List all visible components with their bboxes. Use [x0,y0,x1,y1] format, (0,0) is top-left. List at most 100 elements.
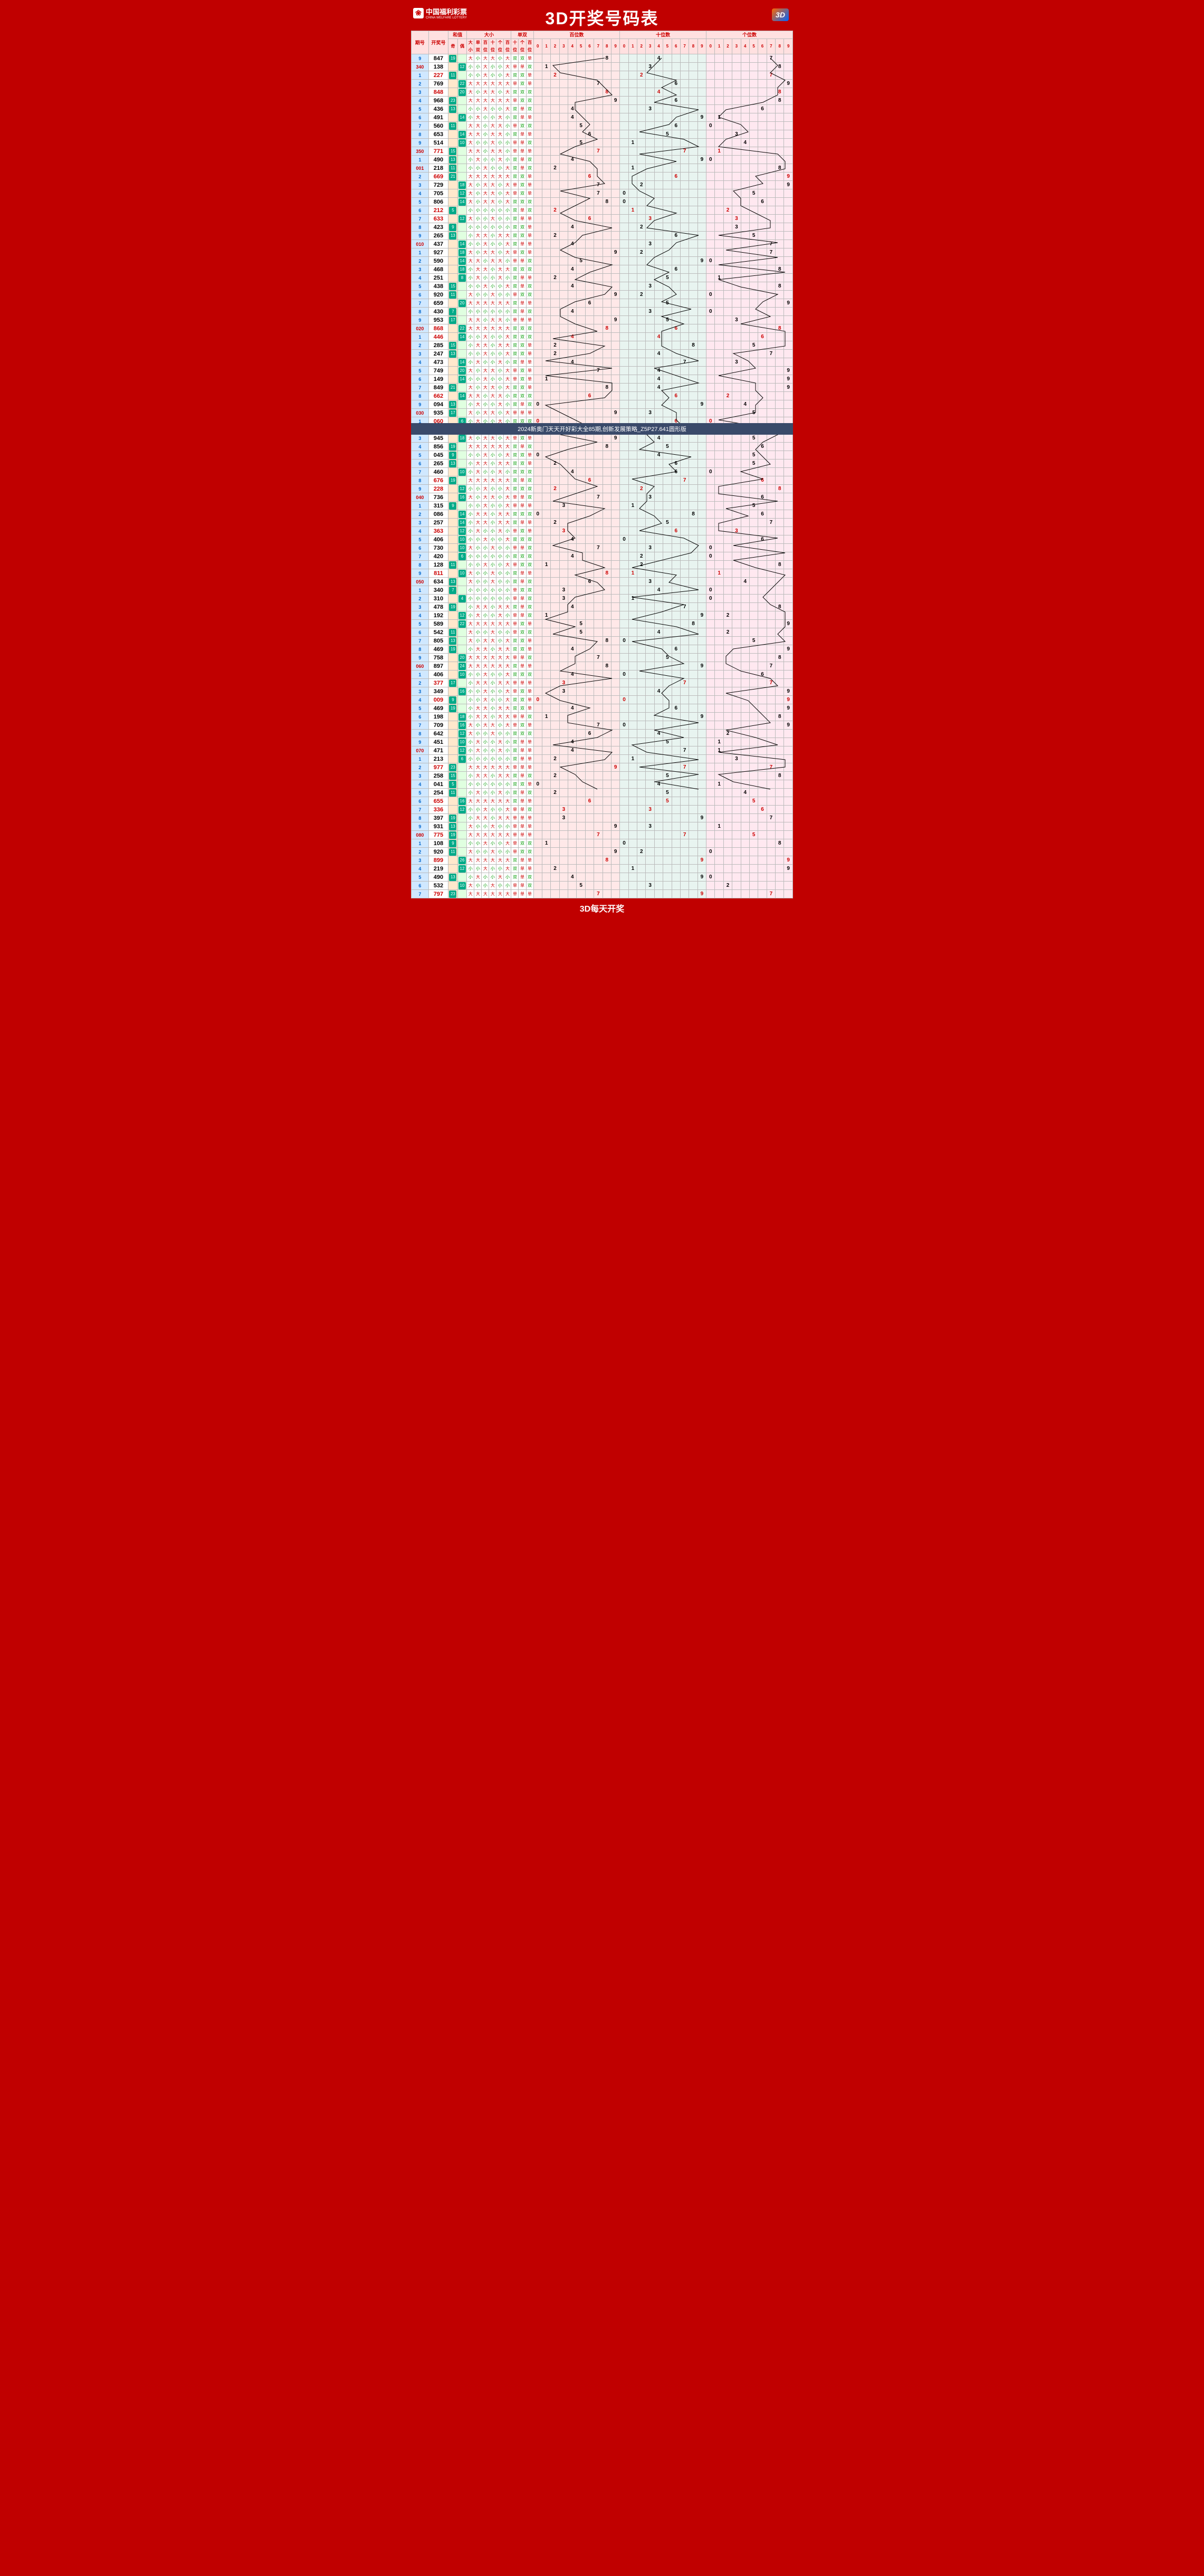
trend-cell [646,291,654,299]
trend-cell [767,654,775,662]
trend-cell [732,797,741,806]
trend-cell [689,206,697,215]
trend-cell [715,223,723,232]
trend-cell [585,181,594,189]
trend-cell [784,569,793,578]
oe-cell: 单 [511,181,519,189]
trend-cell [784,628,793,637]
trend-cell [663,662,672,671]
trend-cell [603,485,611,493]
trend-cell [732,291,741,299]
oe-cell: 双 [526,400,533,409]
trend-cell [723,789,732,797]
trend-cell [749,240,758,248]
trend-cell [784,671,793,679]
size-cell2: 大 [496,831,504,839]
trend-cell [559,493,568,502]
trend-cell [715,561,723,569]
trend-cell [784,738,793,746]
size-cell2: 大 [504,367,511,375]
trend-cell [594,873,603,882]
trend-cell [620,240,628,248]
trend-cell [706,105,715,113]
trend-cell [732,164,741,173]
trend-cell [706,890,715,898]
trend-cell [551,586,559,595]
trend-cell [551,198,559,206]
trend-cell [689,392,697,400]
period-cell: 8 [412,223,429,232]
trend-cell [628,308,637,316]
trend-cell: 9 [697,856,706,865]
trend-cell [551,654,559,662]
trend-cell [749,620,758,628]
oe-cell: 双 [526,789,533,797]
trend-cell [577,671,585,679]
trend-cell [620,519,628,527]
trend-cell [784,586,793,595]
trend-cell [585,358,594,367]
trend-cell [542,654,550,662]
trend-cell [732,282,741,291]
trend-cell [776,476,784,485]
number-cell: 749 [428,367,448,375]
period-cell: 6 [412,206,429,215]
trend-cell [577,308,585,316]
trend-cell [784,257,793,265]
trend-cell [784,223,793,232]
trend-cell [551,434,559,443]
trend-cell [577,54,585,63]
trend-cell [542,789,550,797]
size-cell: 大 [467,721,474,730]
sum-even-cell: 10 [457,544,467,552]
trend-cell [672,164,680,173]
size-cell: 小 [474,54,482,63]
trend-cell [663,603,672,611]
trend-cell [551,63,559,71]
trend-cell [551,890,559,898]
trend-cell [706,662,715,671]
size-cell2: 大 [496,476,504,485]
size-cell2: 小 [504,257,511,265]
trend-cell [776,780,784,789]
trend-cell [715,63,723,71]
size-cell2: 大 [504,434,511,443]
size-cell2: 小 [489,468,496,476]
trend-cell [637,544,646,552]
size-cell2: 大 [489,248,496,257]
trend-cell [559,299,568,308]
trend-cell: 7 [594,367,603,375]
size-cell2: 小 [504,122,511,130]
trend-cell [663,409,672,417]
trend-cell [654,620,663,628]
size-cell2: 小 [496,189,504,198]
trend-cell [551,671,559,679]
size-cell: 大 [482,248,489,257]
sum-odd-cell [448,240,458,248]
trend-cell [542,71,550,80]
oe-cell: 双 [511,671,519,679]
oe-cell: 双 [526,63,533,71]
trend-cell [689,434,697,443]
trend-cell [672,130,680,139]
trend-cell [776,687,784,696]
trend-cell [594,350,603,358]
sum-odd-cell: 13 [448,156,458,164]
trend-cell [689,156,697,164]
trend-cell [585,164,594,173]
trend-cell [628,552,637,561]
trend-cell [542,257,550,265]
trend-cell [663,476,672,485]
trend-cell: 8 [776,88,784,97]
trend-cell [551,696,559,704]
trend-cell [577,637,585,645]
trend-cell [620,654,628,662]
trend-cell [551,806,559,814]
size-cell: 大 [474,274,482,282]
trend-cell [776,173,784,181]
trend-cell [542,882,550,890]
oe-cell: 双 [526,654,533,662]
trend-cell [585,839,594,848]
trend-cell [732,265,741,274]
logo-text: 中国福利彩票 [426,6,467,16]
